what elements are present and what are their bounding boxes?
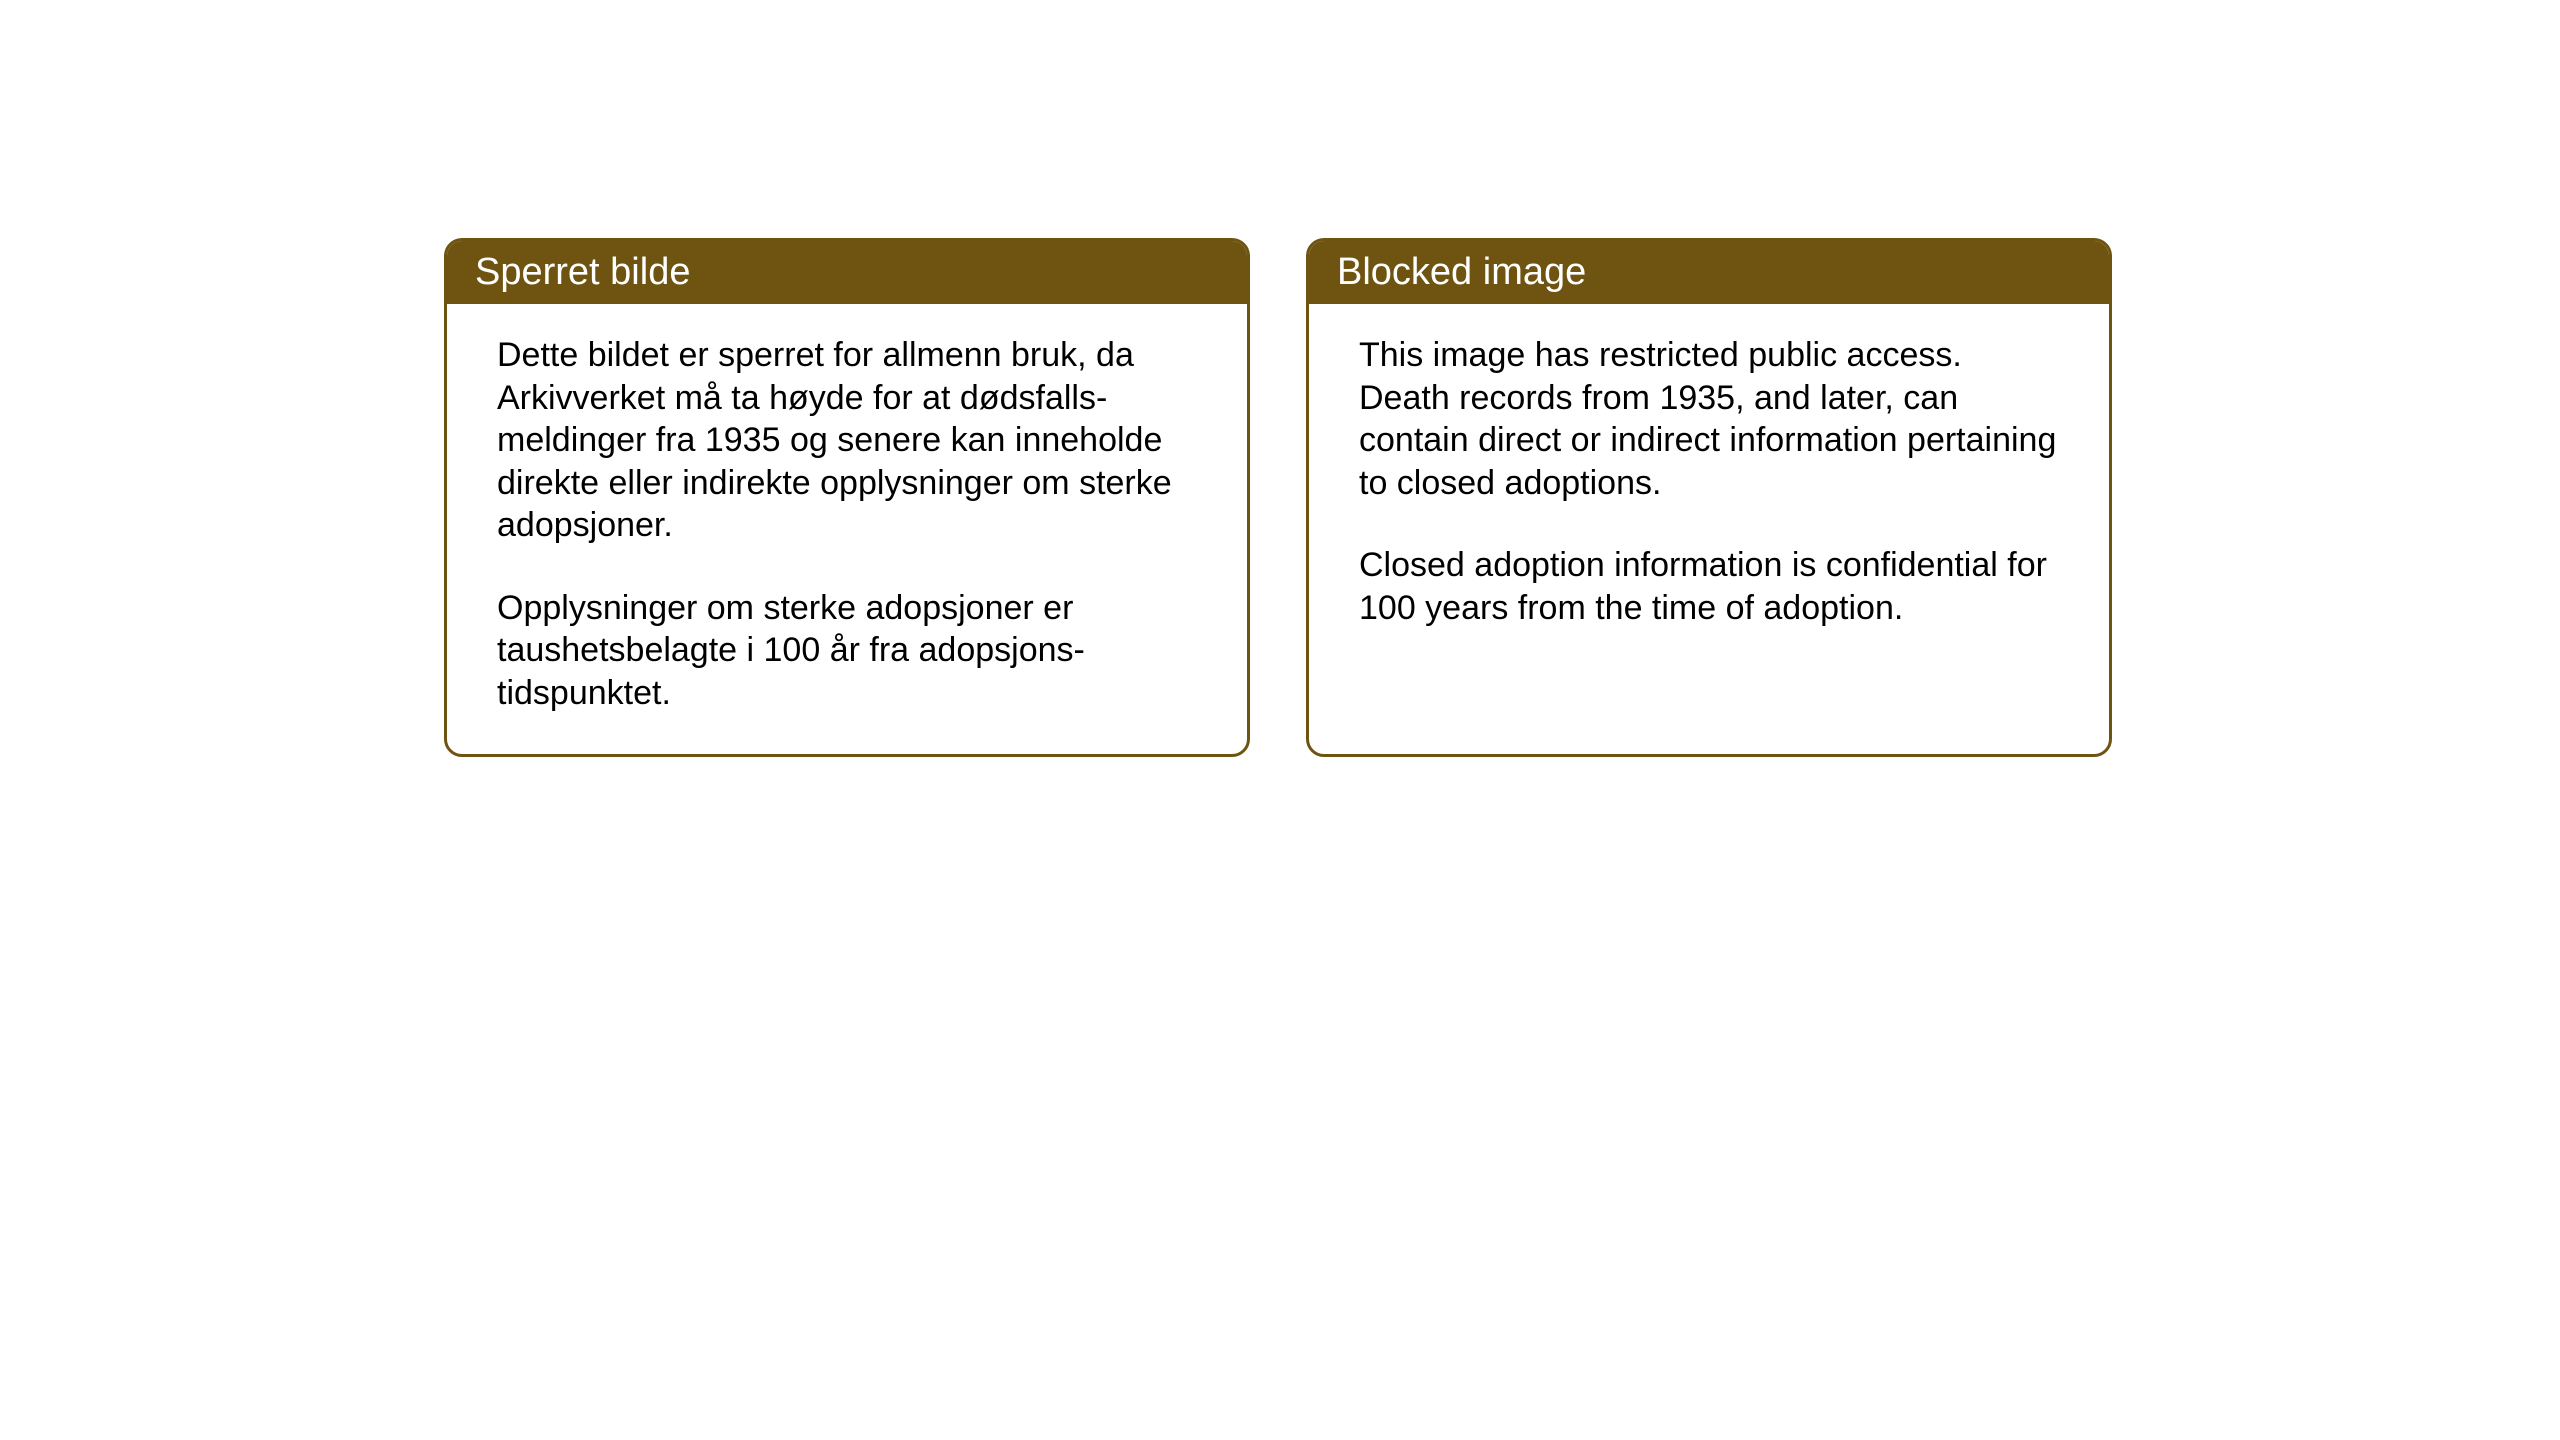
- notice-box-norwegian: Sperret bilde Dette bildet er sperret fo…: [444, 238, 1250, 757]
- notice-paragraph-2-english: Closed adoption information is confident…: [1359, 544, 2059, 629]
- notice-paragraph-1-english: This image has restricted public access.…: [1359, 334, 2059, 504]
- notice-body-english: This image has restricted public access.…: [1309, 304, 2109, 744]
- notice-header-norwegian: Sperret bilde: [447, 241, 1247, 304]
- notice-title-norwegian: Sperret bilde: [475, 251, 690, 293]
- notice-body-norwegian: Dette bildet er sperret for allmenn bruk…: [447, 304, 1247, 754]
- notice-paragraph-1-norwegian: Dette bildet er sperret for allmenn bruk…: [497, 334, 1197, 547]
- notice-title-english: Blocked image: [1337, 251, 1586, 293]
- notice-box-english: Blocked image This image has restricted …: [1306, 238, 2112, 757]
- notice-header-english: Blocked image: [1309, 241, 2109, 304]
- notice-paragraph-2-norwegian: Opplysninger om sterke adopsjoner er tau…: [497, 587, 1197, 715]
- notices-container: Sperret bilde Dette bildet er sperret fo…: [444, 238, 2112, 757]
